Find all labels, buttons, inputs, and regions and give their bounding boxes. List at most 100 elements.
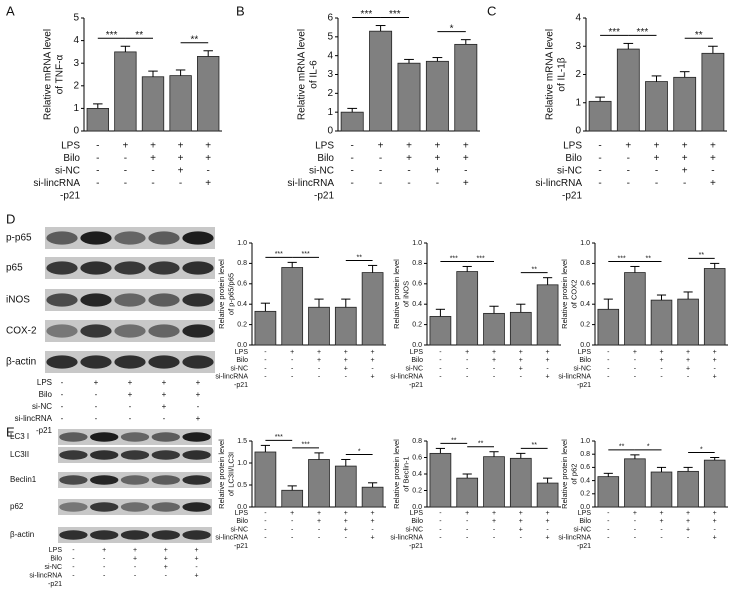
blot-row-label: iNOS <box>6 295 30 306</box>
condition-label: Bilo <box>565 153 582 164</box>
condition-sign: - <box>634 374 637 381</box>
bar <box>334 306 357 346</box>
condition-sign: + <box>465 510 469 517</box>
blot-band <box>114 261 146 275</box>
y-axis-label: of LC3II/LC3I <box>226 452 235 496</box>
condition-sign: - <box>165 572 168 579</box>
y-tick-label: 1.0 <box>580 240 590 247</box>
condition-sign: - <box>687 374 690 381</box>
panel-label: D <box>6 211 15 226</box>
bar <box>677 470 699 508</box>
condition-sign: - <box>436 178 439 189</box>
blot-band <box>59 475 88 485</box>
condition-sign: + <box>659 349 663 356</box>
condition-sign: + <box>710 141 716 152</box>
condition-sign: - <box>151 178 154 189</box>
significance-label: ** <box>191 34 199 45</box>
condition-sign: - <box>660 365 663 372</box>
blot-band <box>46 355 78 369</box>
condition-sign: + <box>659 518 663 525</box>
condition-sign: - <box>264 349 267 356</box>
blot-band <box>46 293 78 307</box>
condition-sign: + <box>519 357 523 364</box>
condition-sign: - <box>61 402 64 411</box>
condition-label: -p21 <box>234 543 248 550</box>
condition-sign: - <box>407 178 410 189</box>
condition-sign: + <box>162 402 167 411</box>
condition-sign: + <box>164 564 168 571</box>
condition-label: LPS <box>410 349 424 356</box>
condition-sign: - <box>439 365 442 372</box>
blot-band <box>182 355 214 369</box>
condition-sign: + <box>344 518 348 525</box>
significance-label: *** <box>618 255 626 262</box>
condition-sign: - <box>607 374 610 381</box>
bar <box>308 459 330 508</box>
condition-label: si-lincRNA <box>215 535 248 542</box>
bar <box>454 43 478 132</box>
y-tick-label: 3 <box>575 41 581 52</box>
condition-label: -p21 <box>409 543 423 550</box>
condition-sign: + <box>128 378 133 387</box>
significance-label: * <box>700 446 703 453</box>
condition-sign: + <box>654 153 660 164</box>
y-tick-label: 3 <box>327 69 333 80</box>
condition-sign: + <box>519 365 523 372</box>
y-tick-label: 0.4 <box>580 477 590 484</box>
panel-label: C <box>487 3 496 18</box>
condition-sign: - <box>264 510 267 517</box>
condition-label: si-lincRNA <box>558 535 591 542</box>
condition-sign: - <box>598 141 601 152</box>
condition-label: Bilo <box>236 357 248 364</box>
y-tick-label: 0.8 <box>580 451 590 458</box>
condition-sign: - <box>607 349 610 356</box>
condition-sign: - <box>351 166 354 177</box>
condition-label: -p21 <box>314 191 334 202</box>
bar <box>597 476 620 508</box>
y-tick-label: 6 <box>327 13 333 24</box>
bar <box>624 272 646 346</box>
condition-sign: - <box>197 402 200 411</box>
blot-band <box>90 475 119 485</box>
blot-band <box>120 432 150 442</box>
bar <box>86 108 109 132</box>
condition-sign: - <box>291 535 294 542</box>
condition-sign: - <box>607 357 610 364</box>
condition-label: -p21 <box>562 191 582 202</box>
condition-sign: - <box>493 535 496 542</box>
y-tick-label: 1.5 <box>237 438 247 445</box>
significance-label: ** <box>645 255 651 262</box>
significance-label: ** <box>699 252 705 259</box>
condition-sign: + <box>519 349 523 356</box>
y-axis-label: of TNF-α <box>55 55 66 95</box>
condition-label: si-NC <box>32 402 52 411</box>
bar <box>588 100 612 132</box>
y-tick-label: 0.0 <box>580 342 590 349</box>
condition-label: LPS <box>235 510 249 517</box>
condition-label: si-lincRNA <box>535 178 582 189</box>
condition-sign: + <box>162 390 167 399</box>
condition-sign: - <box>627 166 630 177</box>
blot-band <box>114 231 146 245</box>
blot-band <box>182 324 214 338</box>
condition-sign: - <box>655 166 658 177</box>
condition-label: si-lincRNA <box>558 374 591 381</box>
condition-sign: - <box>714 526 717 533</box>
condition-sign: - <box>61 390 64 399</box>
condition-sign: - <box>207 166 210 177</box>
blot-band <box>114 293 146 307</box>
y-tick-label: 4 <box>575 13 581 24</box>
y-tick-label: 1.0 <box>412 240 422 247</box>
bar <box>703 459 726 508</box>
y-tick-label: 0.2 <box>580 321 590 328</box>
blot-band <box>90 502 119 512</box>
condition-sign: + <box>465 349 469 356</box>
y-tick-label: 2 <box>575 69 581 80</box>
condition-sign: + <box>344 510 348 517</box>
condition-sign: + <box>710 178 716 189</box>
bar <box>624 458 646 508</box>
condition-sign: - <box>124 178 127 189</box>
condition-sign: + <box>713 518 717 525</box>
condition-label: si-NC <box>406 526 424 533</box>
condition-sign: - <box>466 365 469 372</box>
